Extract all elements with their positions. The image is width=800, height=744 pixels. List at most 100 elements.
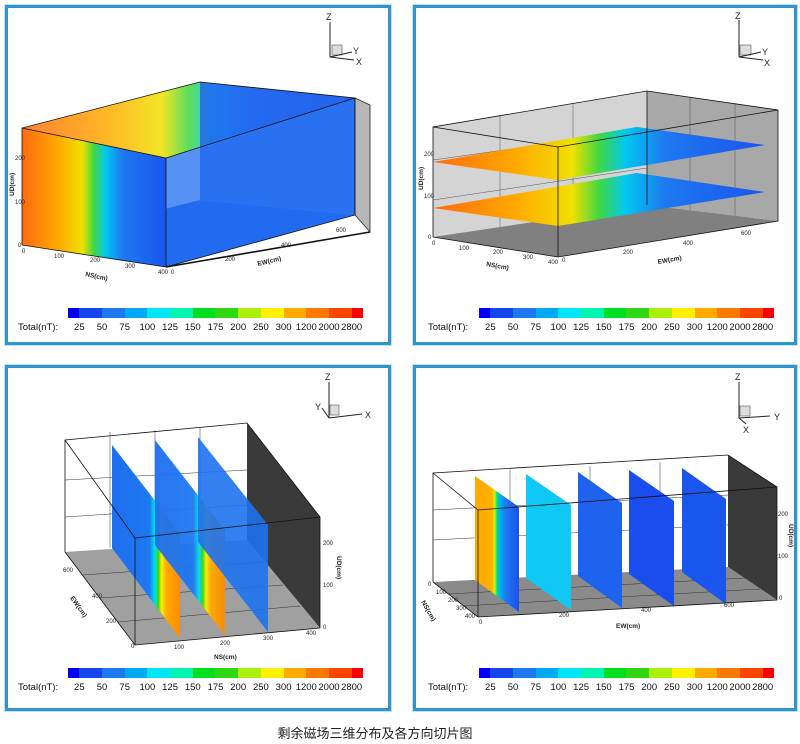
colorbar-swatch [124,668,148,678]
slice-ew-3 [578,472,622,608]
horizontal-slices-plot: 200 100 0 UD(cm) 0 100 200 300 400 NS(cm… [418,11,779,272]
colorbar-swatch [717,668,740,678]
colorbar-swatch [513,308,536,318]
colorbar-swatch [479,668,491,678]
ew-tick: 600 [336,228,347,234]
colorbar-label: 2800 [752,682,774,693]
svg-text:Y: Y [353,46,359,56]
ud-tick: 100 [323,583,334,589]
colorbar-label: 1200 [706,322,728,333]
ew-slices-plot: 0 100 200 300 400 NS(cm) 0 200 400 600 E… [419,372,794,630]
colorbar-label: 25 [485,682,496,693]
ns-axis-title: NS(cm) [486,261,510,272]
ew-tick: 0 [171,270,175,276]
colorbar-label: 50 [507,322,519,333]
slice-ns-300 [198,437,268,632]
colorbar-label: 175 [618,322,635,333]
ns-tick: 100 [436,590,447,596]
ns-tick: 200 [493,250,504,256]
ns-tick: 400 [548,260,559,266]
colorbar-swatch [170,308,193,318]
colorbar-label: 250 [663,322,680,333]
colorbar-swatch [535,668,559,678]
panel-ns-slices: 600 400 200 0 EW(cm) 100 200 300 400 NS(… [5,365,391,711]
ns-tick: 400 [158,270,169,276]
colorbar-label: 100 [139,682,156,693]
colorbar-label: 2000 [729,682,751,693]
colorbar-label: 175 [618,682,635,693]
colorbar [479,308,774,318]
colorbar-label: 125 [573,322,590,333]
colorbar-label: 150 [595,322,612,333]
ud-tick: 0 [428,235,432,241]
colorbar-swatch [558,308,582,318]
colorbar-swatch [603,668,627,678]
ud-tick: 100 [424,194,435,200]
colorbar-swatch [671,668,695,678]
colorbar-swatch [283,668,307,678]
ew-tick: 400 [92,594,103,600]
colorbar-swatch [283,308,307,318]
colorbar-label: 25 [485,322,496,333]
ew-tick: 0 [479,620,483,626]
colorbar-swatch [68,308,80,318]
ns-tick: 400 [306,631,317,637]
colorbar-swatch [581,308,604,318]
ns-tick: 300 [263,636,274,642]
colorbar-swatch [739,308,763,318]
colorbar-title: Total(nT): [18,682,59,693]
colorbar-label: 100 [550,682,567,693]
colorbar-label: 200 [641,322,658,333]
slice-ew-1 [475,476,519,612]
ew-tick: 200 [225,257,236,263]
ew-tick: 200 [559,613,570,619]
colorbar-swatch [694,308,718,318]
svg-text:Y: Y [774,412,780,422]
colorbar-swatch [124,308,148,318]
colorbar-label: 75 [530,682,542,693]
colorbar-labels: 25 50 75 100 125 150 175 200 250 300 1200 2000 2800 [479,322,774,334]
ns-tick: 400 [465,614,476,620]
colorbar-swatch [535,308,559,318]
colorbar-swatch [739,668,763,678]
colorbar-label: 50 [96,322,108,333]
colorbar-swatch [79,668,103,678]
right-wall [728,455,777,600]
ns-tick: 200 [448,598,459,604]
colorbar-label: 250 [252,322,269,333]
colorbar-swatch [147,308,171,318]
colorbar-label: 200 [230,682,247,693]
colorbar-swatch [649,668,672,678]
colorbar-title: Total(nT): [18,322,59,333]
left-face [22,128,166,267]
ud-tick: 0 [18,243,22,249]
colorbar-label: 75 [119,682,131,693]
axis-triad-icon: Z Y X [735,11,770,68]
ns-tick: 0 [432,241,436,247]
svg-text:Z: Z [735,372,741,382]
colorbar-swatch [351,668,363,678]
colorbar-swatch [490,308,514,318]
ns-tick: 0 [22,249,26,255]
ud-tick: 100 [15,200,26,206]
axis-triad-icon: Z Y X [315,372,371,420]
colorbar-labels: 25 50 75 100 125 150 175 200 250 300 1200 2000 2800 [479,682,774,694]
colorbar-label: 300 [275,682,292,693]
colorbar-swatch [79,308,103,318]
ew-axis-title: EW(cm) [257,255,282,268]
colorbar-label: 150 [184,322,201,333]
colorbar-label: 2800 [752,322,774,333]
colorbar [68,668,363,678]
svg-text:X: X [365,410,371,420]
ew-tick: 200 [623,250,634,256]
colorbar-swatch [306,668,329,678]
slice-upper [433,127,765,180]
ew-tick: 600 [63,568,74,574]
colorbar-label: 2000 [729,322,751,333]
colorbar-label: 200 [230,322,247,333]
ud-tick: 0 [323,625,327,631]
floor [433,205,778,257]
colorbar-swatch [328,668,352,678]
colorbar-swatch [170,668,193,678]
colorbar-swatch [626,668,650,678]
